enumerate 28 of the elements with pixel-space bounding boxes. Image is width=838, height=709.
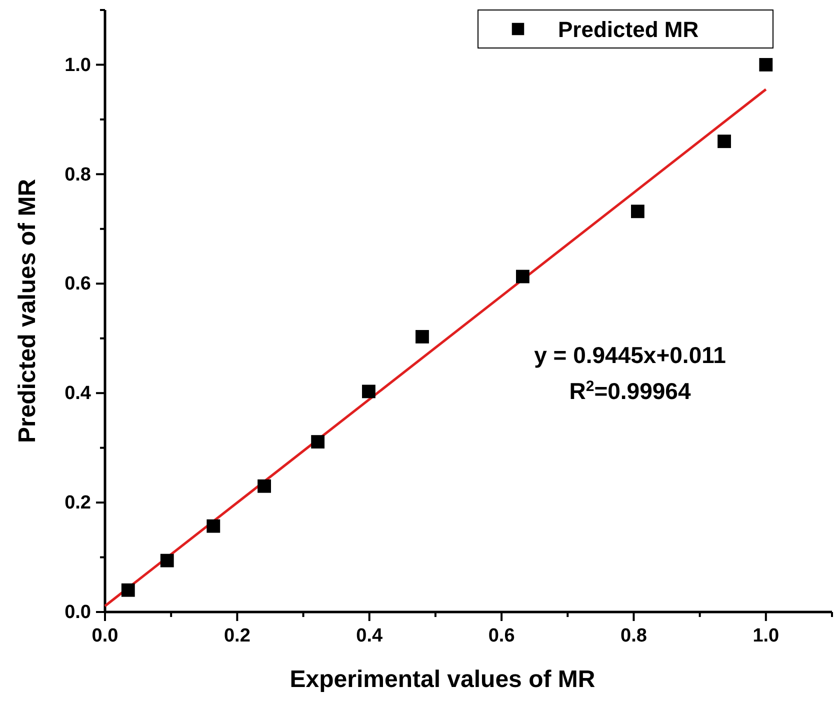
point <box>759 58 773 72</box>
x-axis-title: Experimental values of MR <box>290 666 596 693</box>
point <box>630 204 644 218</box>
y-tick-label: 1.0 <box>64 54 91 76</box>
point <box>362 384 376 398</box>
annotation: y = 0.9445x+0.011 <box>534 342 726 368</box>
y-tick-label: 0.0 <box>64 602 91 624</box>
x-tick-label: 0.8 <box>620 625 647 646</box>
y-tick-label: 0.8 <box>64 164 91 186</box>
y-tick-label: 0.2 <box>64 492 91 514</box>
x-tick-label: 0.2 <box>224 625 250 646</box>
y-axis-title: Predicted values of MR <box>14 178 41 444</box>
point <box>121 583 135 597</box>
y-tick-label: 0.6 <box>64 274 91 295</box>
point <box>206 519 220 533</box>
x-tick-label: 0.0 <box>92 625 118 646</box>
x-tick-label: 0.6 <box>488 625 515 646</box>
point <box>718 134 731 148</box>
x-tick-label: 1.0 <box>752 625 780 646</box>
point <box>258 479 271 493</box>
legend-label: Predicted MR <box>558 17 699 42</box>
point <box>416 330 429 344</box>
annotation: R$^{2}$=0.99964 <box>569 378 691 404</box>
x-tick-label: 0.4 <box>356 625 383 646</box>
point <box>516 270 530 284</box>
point <box>311 435 325 449</box>
y-tick-label: 0.4 <box>64 383 92 404</box>
point <box>160 554 174 568</box>
